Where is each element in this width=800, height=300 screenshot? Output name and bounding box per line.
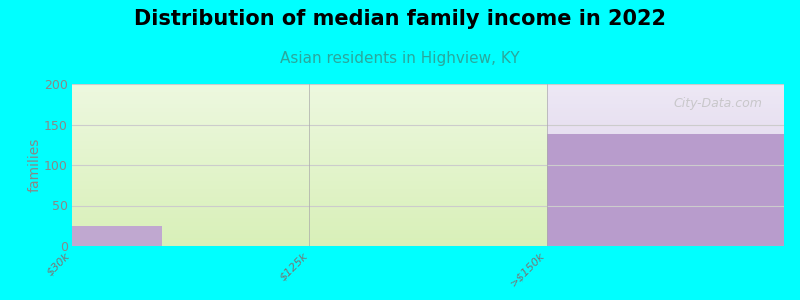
Bar [72, 104, 546, 108]
Bar [72, 112, 546, 116]
Bar [546, 177, 784, 181]
Text: City-Data.com: City-Data.com [674, 97, 762, 110]
Bar [72, 96, 546, 100]
Bar [546, 141, 784, 145]
Bar [546, 185, 784, 189]
Bar [546, 128, 784, 133]
Bar [546, 124, 784, 128]
Bar [546, 230, 784, 234]
Bar [546, 149, 784, 153]
Bar [546, 210, 784, 214]
Bar [546, 194, 784, 197]
Bar [72, 173, 546, 177]
Text: Distribution of median family income in 2022: Distribution of median family income in … [134, 9, 666, 29]
Bar [546, 226, 784, 230]
Bar [72, 141, 546, 145]
Bar [72, 202, 546, 206]
Bar [546, 136, 784, 141]
Bar [72, 181, 546, 185]
Bar [546, 242, 784, 246]
Bar [546, 169, 784, 173]
Bar [72, 226, 162, 246]
Bar [72, 214, 546, 218]
Bar [72, 149, 546, 153]
Bar [546, 214, 784, 218]
Bar [72, 210, 546, 214]
Bar [546, 222, 784, 226]
Bar [546, 100, 784, 104]
Bar [546, 84, 784, 246]
Bar [72, 165, 546, 169]
Bar [72, 234, 546, 238]
Bar [546, 88, 784, 92]
Bar [546, 108, 784, 112]
Bar [72, 169, 546, 173]
Bar [72, 84, 546, 246]
Bar [72, 153, 546, 157]
Bar [72, 88, 546, 92]
Bar [546, 133, 784, 137]
Bar [546, 92, 784, 96]
Bar [72, 157, 546, 161]
Text: Asian residents in Highview, KY: Asian residents in Highview, KY [280, 51, 520, 66]
Bar [72, 100, 546, 104]
Bar [72, 194, 546, 197]
Bar [72, 238, 546, 242]
Bar [72, 120, 546, 124]
Bar [72, 197, 546, 202]
Bar [72, 242, 546, 246]
Bar [72, 226, 546, 230]
Y-axis label: families: families [27, 138, 41, 192]
Bar [72, 108, 546, 112]
Bar [546, 145, 784, 149]
Bar [546, 202, 784, 206]
Bar [72, 177, 546, 181]
Bar [72, 116, 546, 120]
Bar [546, 181, 784, 185]
Bar [546, 189, 784, 194]
Bar [546, 161, 784, 165]
Bar [72, 218, 546, 222]
Bar [546, 116, 784, 120]
Bar [546, 197, 784, 202]
Bar [72, 145, 546, 149]
Bar [546, 84, 784, 88]
Bar [72, 189, 546, 194]
Bar [546, 173, 784, 177]
Bar [546, 134, 784, 246]
Bar [72, 92, 546, 96]
Bar [546, 206, 784, 209]
Bar [546, 165, 784, 169]
Bar [546, 218, 784, 222]
Bar [546, 120, 784, 124]
Bar [546, 153, 784, 157]
Bar [72, 230, 546, 234]
Bar [546, 234, 784, 238]
Bar [546, 96, 784, 100]
Bar [72, 185, 546, 189]
Bar [546, 112, 784, 116]
Bar [72, 84, 546, 88]
Bar [546, 157, 784, 161]
Bar [72, 222, 546, 226]
Bar [72, 161, 546, 165]
Bar [72, 124, 546, 128]
Bar [546, 104, 784, 108]
Bar [72, 128, 546, 133]
Bar [72, 206, 546, 209]
Bar [72, 136, 546, 141]
Bar [546, 238, 784, 242]
Bar [72, 133, 546, 137]
